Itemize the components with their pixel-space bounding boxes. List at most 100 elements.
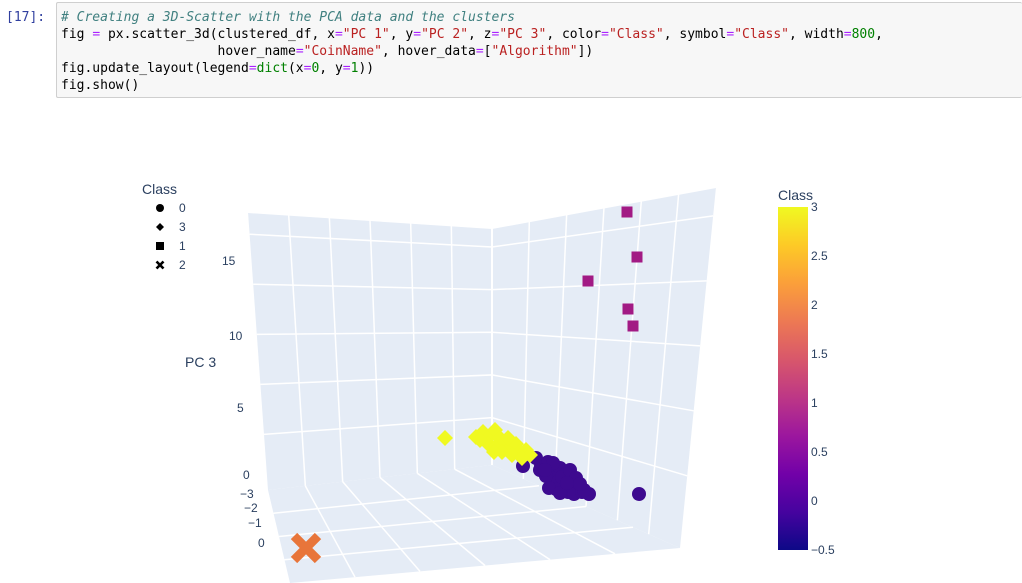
colorbar-tick-label: 2.5 — [811, 249, 828, 263]
data-point-class-1 — [631, 251, 643, 263]
y-tick-label: −1 — [248, 516, 262, 530]
grid-line — [647, 193, 680, 535]
code-token: 800 — [851, 27, 876, 42]
y-tick-labels: −3−2−1 0 — [240, 487, 265, 550]
data-point-class-1 — [621, 206, 633, 218]
code-token: = — [843, 27, 852, 42]
floor — [268, 465, 680, 583]
code-token: hover_name — [61, 44, 296, 59]
grid-line — [522, 221, 531, 479]
data-point-class-3 — [500, 430, 516, 446]
code-token: "PC 3" — [499, 27, 547, 42]
cell-prompt: [17]: — [6, 10, 46, 25]
y-tick-label: −3 — [240, 487, 254, 501]
grid-line — [585, 207, 605, 507]
code-token: , z — [468, 27, 492, 42]
grid-line — [278, 505, 587, 538]
legend-label: 1 — [179, 239, 186, 253]
grid-line — [553, 214, 568, 493]
code-token: # Creating a 3D-Scatter with the PCA dat… — [61, 10, 515, 25]
z-tick-label: 10 — [229, 329, 243, 343]
code-token: dict — [256, 61, 288, 76]
code-token: 1 — [350, 61, 359, 76]
legend-title: Class — [142, 181, 177, 197]
legend-label: 0 — [179, 201, 186, 215]
data-point-class-2 — [290, 532, 322, 564]
data-point-class-3 — [514, 450, 530, 466]
code-token: = — [295, 44, 304, 59]
grid-line — [369, 219, 381, 478]
code-token: (x — [287, 61, 304, 76]
colorbar-tick-label: 2 — [811, 298, 818, 312]
y-tick-label: −2 — [244, 501, 258, 515]
left-wall — [248, 212, 492, 490]
colorbar-tick-label: 1.5 — [811, 347, 828, 361]
data-point-class-1 — [627, 320, 639, 332]
code-token: = — [342, 61, 351, 76]
data-point-class-3 — [486, 444, 502, 460]
colorbar-tick-label: 3 — [811, 200, 818, 214]
code-token: = — [726, 27, 735, 42]
code-line: hover_name="CoinName", hover_data=["Algo… — [61, 43, 883, 60]
z-tick-labels: 0 5 10 15 — [222, 254, 250, 482]
data-points[interactable] — [290, 206, 646, 564]
z-tick-label: 15 — [222, 254, 236, 268]
code-token: "Class" — [734, 27, 789, 42]
grid-line — [287, 214, 307, 486]
code-token: , symbol — [663, 27, 727, 42]
data-point-class-0 — [560, 476, 574, 490]
grid-line — [450, 225, 456, 470]
code-editor[interactable]: # Creating a 3D-Scatter with the PCA dat… — [61, 9, 883, 94]
code-token: "Class" — [608, 27, 664, 42]
legend-symbol-circle — [156, 204, 164, 212]
legend-symbol-square — [156, 242, 164, 250]
data-point-class-1 — [582, 275, 594, 287]
data-point-class-0 — [538, 463, 552, 477]
grid-line — [284, 526, 634, 561]
colorbar-title: Class — [778, 187, 813, 203]
code-token: = — [475, 44, 484, 59]
code-token: 0 — [311, 61, 320, 76]
data-point-class-0 — [573, 477, 587, 491]
grid-line — [328, 217, 344, 482]
code-line: # Creating a 3D-Scatter with the PCA dat… — [61, 9, 883, 26]
colorbar — [778, 207, 808, 550]
colorbar-tick-label: −0.5 — [811, 543, 835, 557]
colorbar-tick-label: 1 — [811, 396, 818, 410]
grid-line — [273, 485, 540, 514]
code-token: fig.update_layout(legend — [61, 61, 249, 76]
code-token: = — [413, 27, 422, 42]
code-token: , color — [546, 27, 602, 42]
legend[interactable]: 0 3 1 2 — [155, 201, 186, 272]
code-line: fig.update_layout(legend=dict(x=0, y=1)) — [61, 60, 883, 77]
legend-symbol-diamond — [156, 223, 164, 231]
code-cell[interactable]: # Creating a 3D-Scatter with the PCA dat… — [56, 2, 1022, 98]
colorbar-tick-label: 0.5 — [811, 445, 828, 459]
legend-label: 3 — [179, 220, 186, 234]
code-token: = — [92, 27, 101, 42]
colorbar-tick-label: 0 — [811, 494, 818, 508]
data-point-class-0 — [553, 486, 567, 500]
legend-symbol-x — [155, 260, 165, 270]
code-line: fig = px.scatter_3d(clustered_df, x="PC … — [61, 26, 883, 43]
code-token: , y — [319, 61, 343, 76]
code-token: px.scatter_3d(clustered_df, x — [100, 27, 335, 42]
data-point-class-3 — [472, 432, 488, 448]
code-token: "Algorithm" — [491, 44, 578, 59]
z-tick-label: 0 — [243, 468, 250, 482]
data-point-class-1 — [622, 303, 634, 315]
code-token: fig — [61, 27, 93, 42]
code-token: )) — [358, 61, 375, 76]
z-axis-title: PC 3 — [185, 354, 216, 370]
code-line: fig.show() — [61, 77, 883, 94]
code-token: = — [248, 61, 257, 76]
code-token: = — [334, 27, 343, 42]
data-point-class-0 — [632, 487, 646, 501]
code-token: "PC 1" — [342, 27, 390, 42]
code-token: , width — [788, 27, 844, 42]
y-tick-label: 0 — [258, 536, 265, 550]
code-token: , — [875, 27, 883, 42]
code-token: = — [491, 27, 500, 42]
legend-label: 2 — [179, 258, 186, 272]
